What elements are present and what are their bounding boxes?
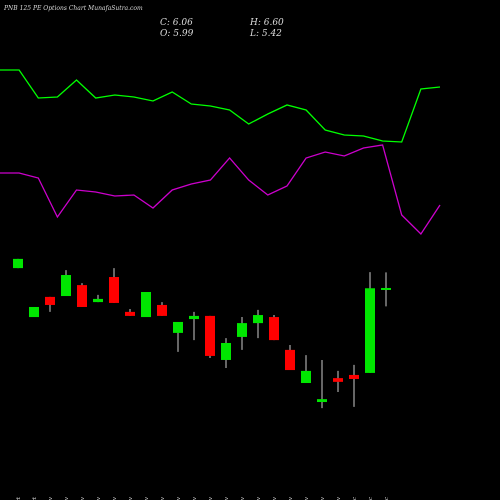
candle-body (189, 315, 199, 320)
open-label: O: 5.99 (160, 29, 194, 39)
candle-body (221, 342, 231, 360)
x-tick-label: 07 Nov (112, 496, 118, 500)
candle-body (269, 317, 279, 341)
x-tick-label: 14 Nov (192, 496, 198, 500)
candle-body (173, 321, 183, 333)
candle-body (93, 298, 103, 303)
candle-body (29, 306, 39, 318)
x-tick-label: 02 Dec (352, 497, 358, 500)
x-tick-label: 27 Nov (304, 496, 310, 500)
x-tick-label: 21 Nov (240, 496, 246, 500)
chart-title: PNB 125 PE Options Chart MunafaSutra.com (3, 5, 143, 12)
x-tick-label: 22 Nov (256, 496, 262, 500)
candle-body (381, 287, 391, 290)
candle-body (253, 315, 263, 324)
high-label: H: 6.60 (249, 18, 284, 28)
x-tick-label: 13 Nov (176, 496, 182, 500)
candle-body (205, 315, 215, 356)
x-tick-label: 03 Dec (368, 497, 374, 500)
indicator-line (0, 144, 441, 236)
x-tick-label: 29 Nov (336, 496, 342, 500)
candle-body (349, 374, 359, 379)
x-tick-label: 26 Nov (288, 496, 294, 500)
candle-body (13, 258, 23, 269)
candle-body (317, 399, 327, 403)
candle-body (333, 378, 343, 382)
x-tick-label: 04 Dec (384, 497, 390, 500)
x-tick-label: 19 Nov (224, 496, 230, 500)
candle-body (365, 288, 375, 373)
x-tick-label: 11 Nov (144, 496, 150, 500)
x-tick-label: 12 Nov (160, 496, 166, 500)
close-label: C: 6.06 (160, 18, 193, 28)
x-tick-label: 08 Nov (128, 496, 134, 500)
candle-body (157, 304, 167, 316)
candle-body (237, 323, 247, 337)
candle-body (61, 275, 71, 297)
x-tick-label: 04 Nov (64, 496, 70, 500)
indicator-line (0, 69, 441, 143)
low-label: L: 5.42 (249, 29, 282, 39)
x-tick-label: 28 Nov (320, 496, 326, 500)
candle-body (45, 296, 55, 305)
x-tick-label: 05 Nov (80, 496, 86, 500)
x-tick-label: 06 Nov (96, 496, 102, 500)
candle-body (125, 311, 135, 316)
x-tick-label: 30 Oct (16, 496, 22, 500)
candle-body (109, 277, 119, 303)
candle-body (285, 349, 295, 371)
candle-body (301, 370, 311, 384)
x-tick-label: 25 Nov (272, 496, 278, 500)
x-tick-label: 31 Oct (32, 496, 38, 500)
candle-body (77, 285, 87, 307)
x-tick-label: 01 Nov (48, 496, 54, 500)
x-tick-label: 18 Nov (208, 496, 214, 500)
candle-body (141, 292, 151, 318)
